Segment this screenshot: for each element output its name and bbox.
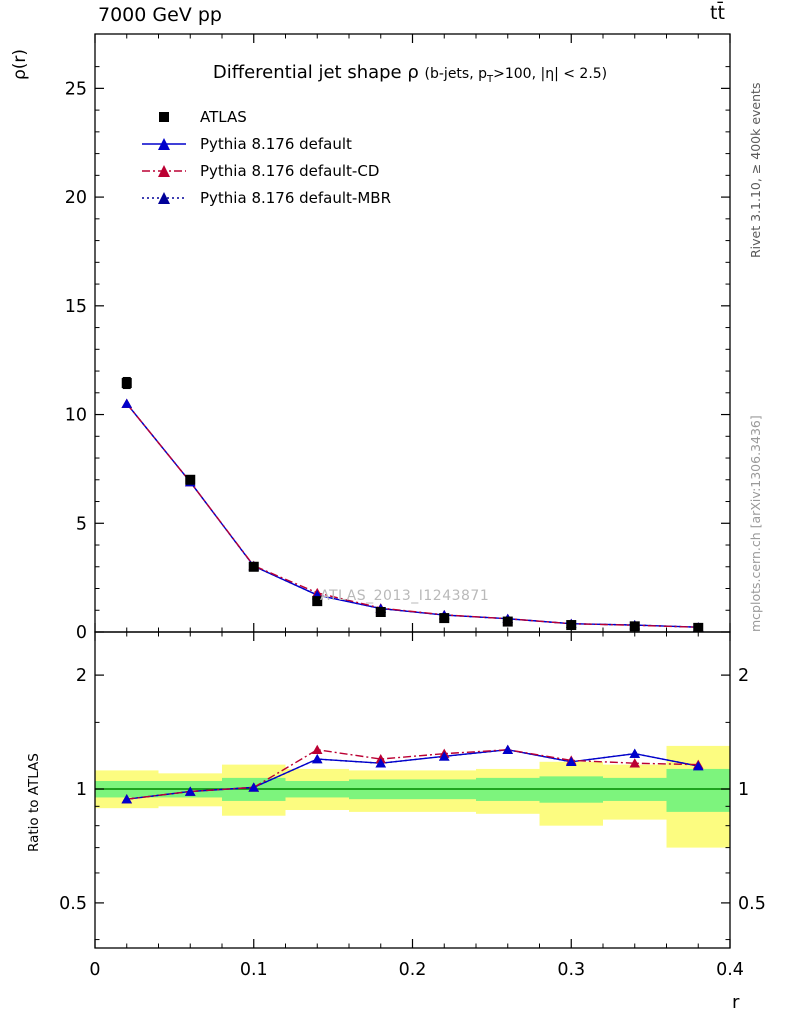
ratio-y-axis-label: Ratio to ATLAS: [26, 753, 42, 852]
series-line: [126, 403, 699, 628]
tick-label: 25: [65, 79, 87, 99]
series-marker: [121, 794, 132, 804]
legend-label: Pythia 8.176 default-CD: [200, 161, 380, 180]
legend-marker: [158, 164, 170, 177]
series-marker: [439, 751, 450, 761]
series-marker: [121, 398, 132, 408]
plot-title: Differential jet shape ρ (b-jets, pT>100…: [110, 62, 710, 85]
series-marker: [312, 754, 323, 764]
tick-label: 15: [65, 297, 87, 317]
tick-label: 0.5: [59, 894, 87, 914]
series-marker: [439, 613, 450, 624]
series-marker: [629, 758, 640, 768]
plot-title-main: Differential jet shape ρ: [212, 62, 419, 83]
legend: ATLAS Pythia 8.176 default Pythia 8.176 …: [141, 103, 391, 211]
series-line: [126, 749, 699, 800]
tick-label: 0.2: [399, 960, 427, 980]
tick-label: 1: [76, 780, 87, 800]
pythia-default-line-icon: [142, 137, 186, 150]
tick-label: 0.1: [240, 960, 268, 980]
process-label: tt̄: [710, 2, 725, 24]
tick-label: 0: [89, 960, 100, 980]
legend-marker: [158, 191, 170, 204]
series-marker: [121, 378, 132, 389]
tick-label: 1: [738, 780, 749, 800]
tick-label: 0.3: [557, 960, 585, 980]
legend-marker: [158, 137, 170, 150]
legend-marker: [159, 111, 169, 122]
tick-label: 5: [76, 514, 87, 534]
main-y-axis-label: ρ(r): [10, 48, 30, 80]
series-marker: [185, 474, 196, 485]
tick-label: 0: [76, 623, 87, 643]
beam-energy-label: 7000 GeV pp: [98, 4, 222, 26]
legend-label: Pythia 8.176 default-MBR: [200, 188, 391, 207]
series-marker: [629, 621, 640, 632]
series-marker: [693, 761, 704, 771]
legend-item-atlas: ATLAS: [141, 103, 391, 130]
series-marker: [248, 782, 259, 792]
series-marker: [502, 744, 513, 754]
mcplots-reference-label: mcplots.cern.ch [arXiv:1306.3436]: [748, 415, 763, 632]
tick-label: 10: [65, 406, 87, 426]
uncertainty-band-green: [666, 768, 730, 812]
pythia-cd-line-icon: [142, 164, 186, 177]
main-panel-content: [121, 376, 704, 632]
series-marker: [312, 744, 323, 754]
series-marker: [375, 606, 386, 617]
tick-label: 20: [65, 188, 87, 208]
series-marker: [185, 786, 196, 796]
tick-label: 0.4: [716, 960, 744, 980]
series-marker: [566, 756, 577, 767]
legend-item-pythia-mbr: Pythia 8.176 default-MBR: [141, 184, 391, 211]
pythia-mbr-line-icon: [142, 191, 186, 204]
plot-subtitle: (b-jets, pT>100, |η| < 2.5): [424, 66, 608, 85]
series-marker: [693, 622, 704, 632]
tick-label: 0.5: [738, 894, 766, 914]
tick-label: 2: [738, 666, 749, 686]
atlas-marker-icon: [159, 111, 169, 122]
rivet-version-label: Rivet 3.1.10, ≥ 400k events: [748, 82, 763, 258]
x-axis-label: r: [732, 992, 740, 1013]
legend-label: ATLAS: [200, 107, 247, 126]
legend-item-pythia-default: Pythia 8.176 default: [141, 130, 391, 157]
series-marker: [375, 758, 386, 768]
series-marker: [248, 561, 259, 572]
legend-item-pythia-cd: Pythia 8.176 default-CD: [141, 157, 391, 184]
series-marker: [502, 616, 513, 627]
series-marker: [312, 596, 323, 607]
tick-label: 2: [76, 666, 87, 686]
ratio-panel-content: [95, 744, 730, 848]
series-marker: [629, 748, 640, 758]
watermark-text: ATLAS_2013_I1243871: [320, 588, 490, 604]
legend-label: Pythia 8.176 default: [200, 134, 352, 153]
